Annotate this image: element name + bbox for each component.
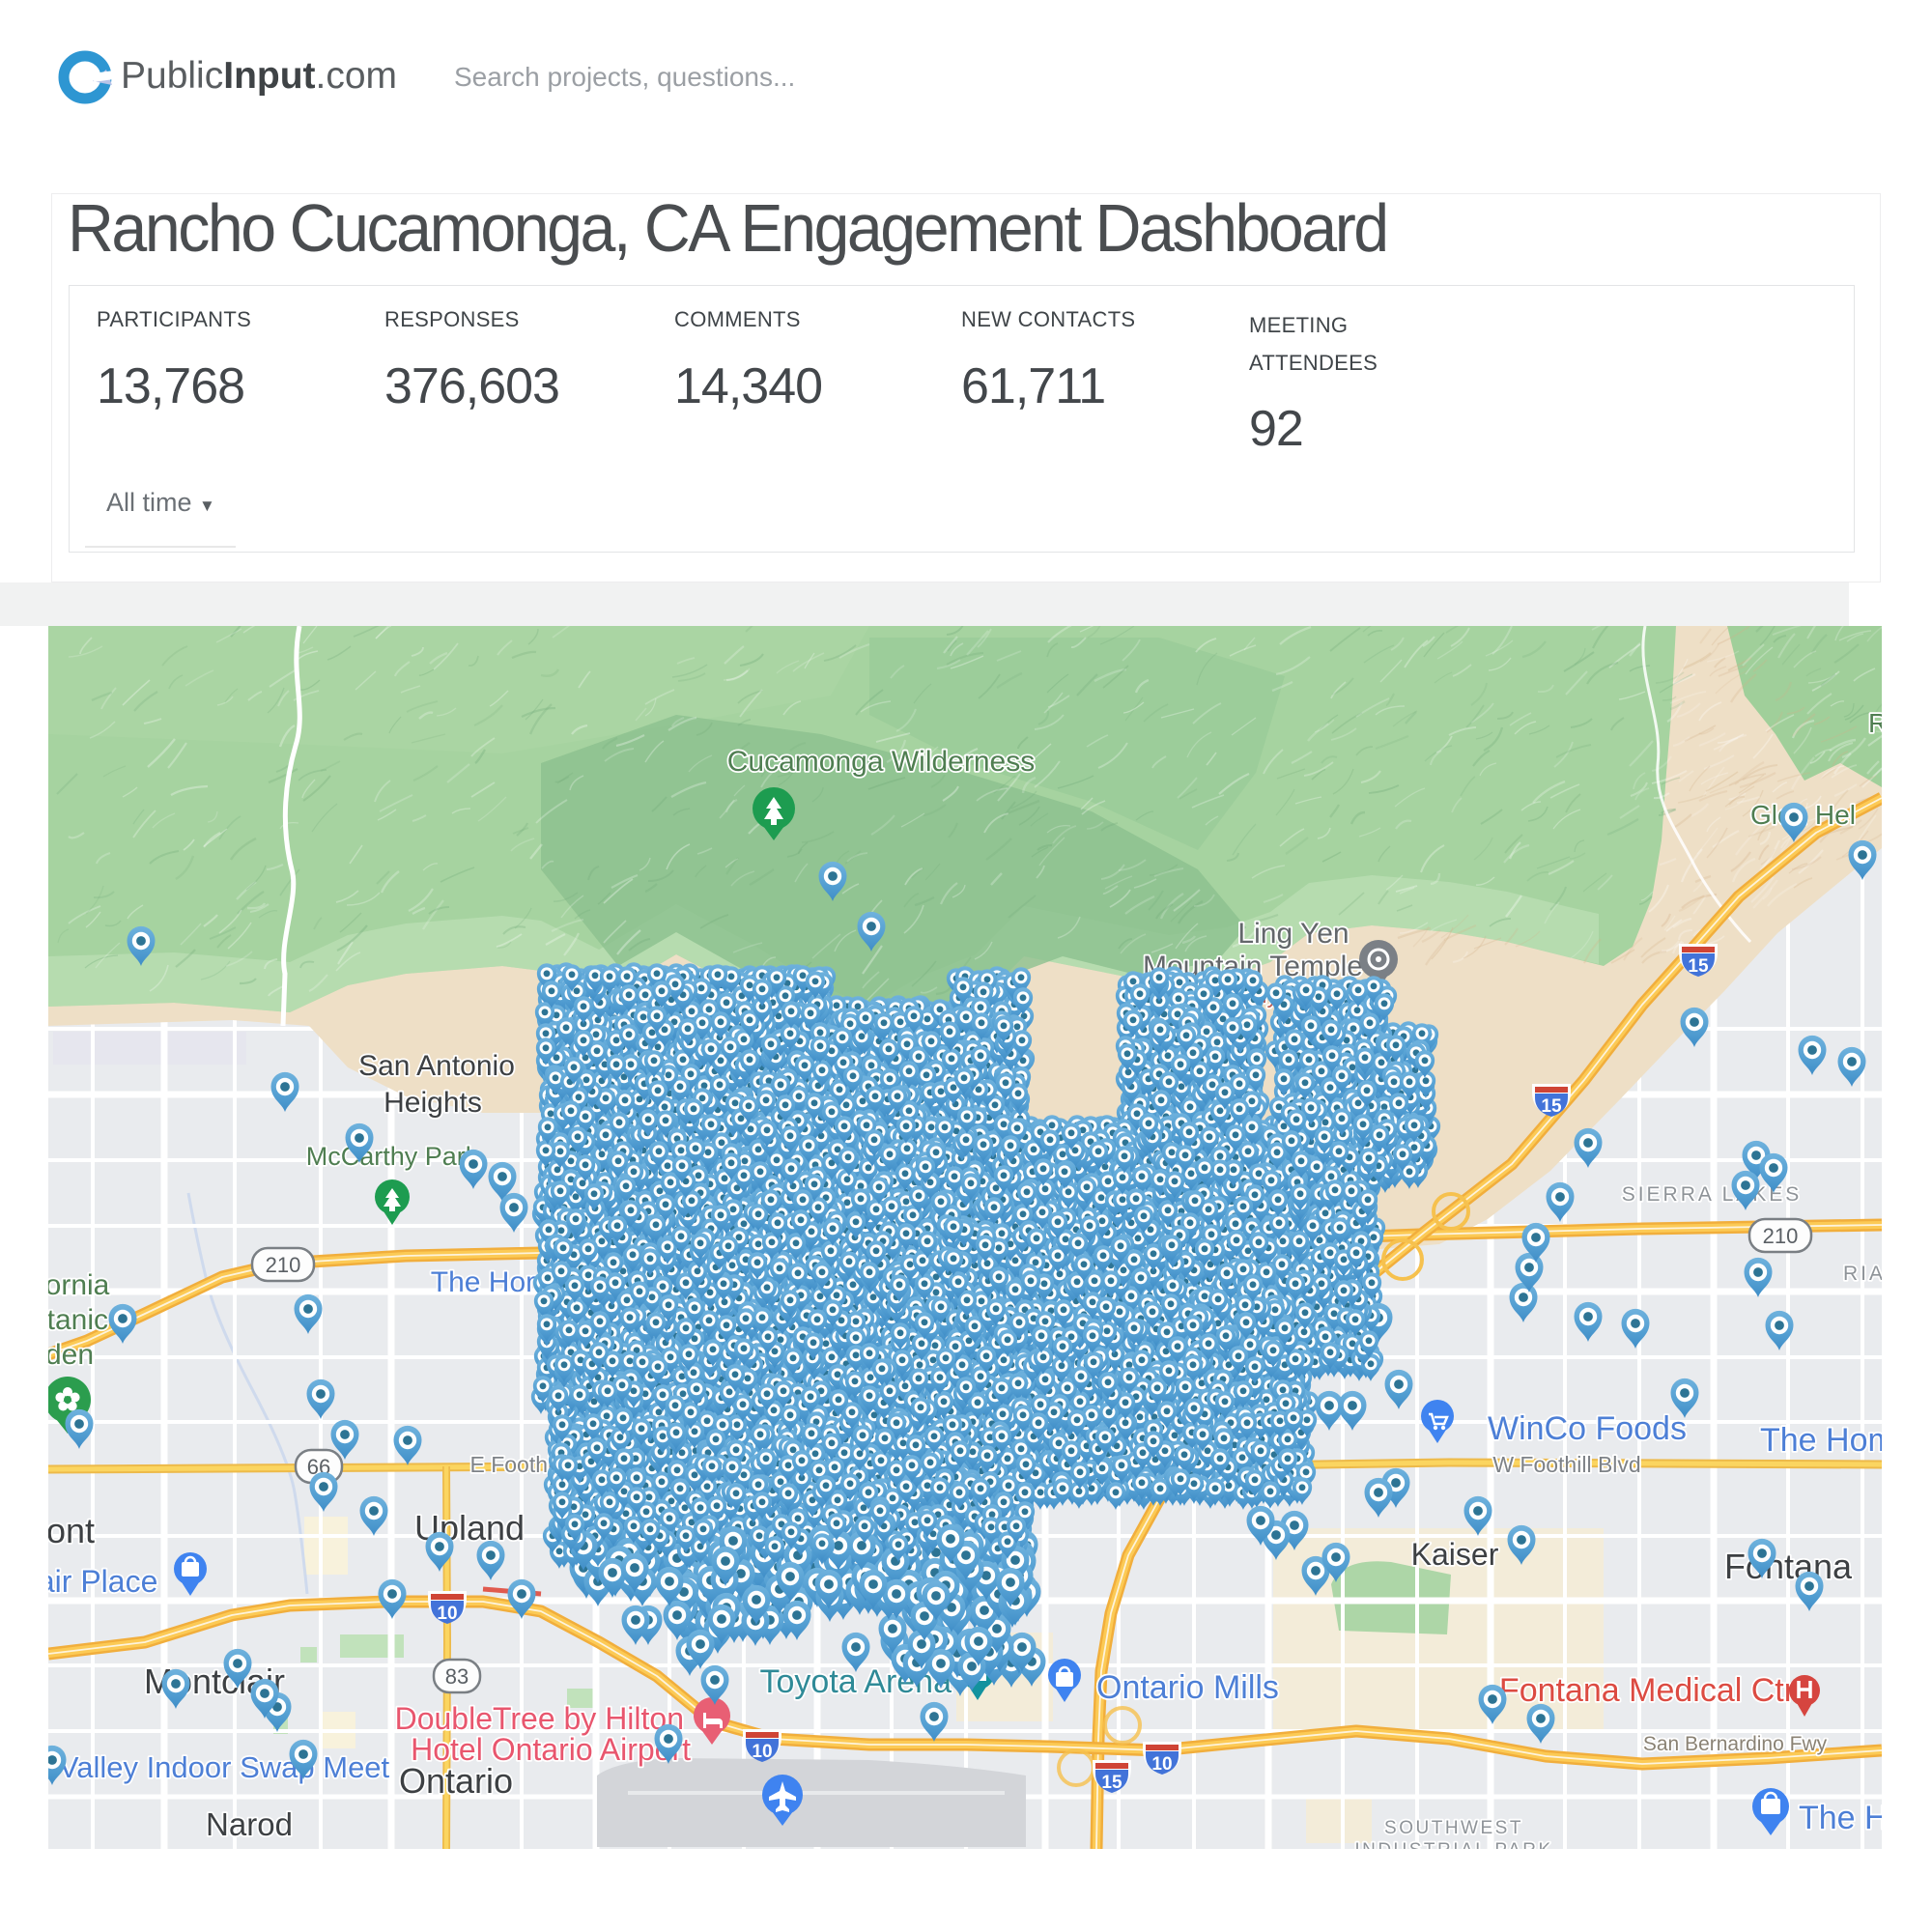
svg-text:The H: The H [1799, 1800, 1882, 1836]
svg-text:San Bernardino Fwy: San Bernardino Fwy [1643, 1733, 1828, 1755]
svg-text:Ontario: Ontario [399, 1761, 513, 1801]
svg-text:California: California [48, 1269, 110, 1301]
svg-text:Claremont: Claremont [48, 1511, 95, 1550]
svg-text:15: 15 [1101, 1773, 1122, 1793]
svg-text:Montclair Place: Montclair Place [48, 1564, 157, 1599]
svg-text:DoubleTree by Hilton: DoubleTree by Hilton [395, 1701, 684, 1736]
svg-text:Valley Indoor Swap Meet: Valley Indoor Swap Meet [59, 1750, 390, 1784]
svg-text:210: 210 [1763, 1224, 1799, 1248]
svg-text:Ling Yen: Ling Yen [1237, 918, 1349, 950]
svg-text:10: 10 [1151, 1754, 1172, 1775]
svg-text:San Antonio: San Antonio [358, 1050, 515, 1082]
svg-text:Kaiser: Kaiser [1411, 1537, 1499, 1572]
svg-text:15: 15 [1541, 1096, 1562, 1117]
svg-text:W Foothill Blvd: W Foothill Blvd [1492, 1452, 1640, 1477]
svg-text:Fontana: Fontana [1724, 1547, 1853, 1586]
svg-text:WinCo Foods: WinCo Foods [1488, 1410, 1687, 1447]
svg-text:INDUSTRIAL PARK: INDUSTRIAL PARK [1354, 1840, 1552, 1849]
svg-text:210: 210 [266, 1253, 301, 1277]
svg-text:The Hom: The Hom [1760, 1422, 1882, 1459]
svg-text:McCarthy Park: McCarthy Park [306, 1142, 479, 1171]
svg-text:Fontana Medical Ctr: Fontana Medical Ctr [1499, 1672, 1795, 1709]
svg-text:RIALTO: RIALTO [1843, 1263, 1882, 1285]
svg-text:10: 10 [752, 1742, 772, 1762]
svg-text:SOUTHWEST: SOUTHWEST [1384, 1818, 1523, 1838]
svg-text:Re: Re [1868, 708, 1882, 738]
svg-text:83: 83 [445, 1664, 469, 1689]
svg-text:10: 10 [437, 1604, 457, 1624]
svg-text:Hotel Ontario Airport: Hotel Ontario Airport [411, 1732, 691, 1767]
svg-text:Ontario Mills: Ontario Mills [1096, 1669, 1279, 1706]
svg-text:Garden: Garden [48, 1339, 94, 1371]
svg-text:Botanic: Botanic [48, 1304, 108, 1336]
svg-text:Narod: Narod [206, 1806, 293, 1842]
svg-text:Heights: Heights [384, 1087, 482, 1119]
svg-text:Cucamonga Wilderness: Cucamonga Wilderness [727, 746, 1035, 778]
svg-text:15: 15 [1688, 956, 1709, 977]
